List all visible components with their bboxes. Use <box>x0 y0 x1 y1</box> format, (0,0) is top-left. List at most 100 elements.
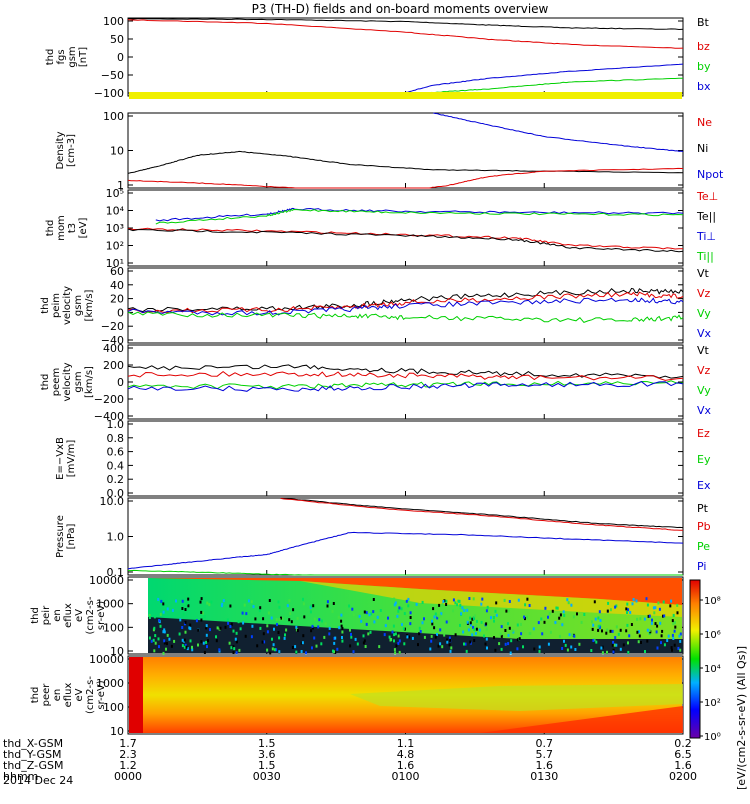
spectrogram-pixel <box>247 599 250 603</box>
spectrogram-mid-flux <box>300 581 682 617</box>
spectrogram-pixel <box>432 607 435 611</box>
spectrogram-pixel <box>441 603 444 607</box>
spectrogram-pixel <box>295 625 298 629</box>
spectrogram-pixel <box>350 635 353 639</box>
spectrogram-pixel <box>599 619 602 622</box>
spectrogram-pixel <box>244 634 247 638</box>
spectrogram-pixel <box>358 614 361 618</box>
ephemeris-value: 1.5 <box>258 759 276 772</box>
spectrogram-pixel <box>576 612 578 616</box>
spectrogram-pixel <box>393 648 396 652</box>
y-tick-label: 10 <box>110 645 124 658</box>
spectrogram-pixel <box>678 634 681 638</box>
spectrogram-pixel <box>363 639 366 643</box>
spectrogram-pixel <box>597 624 600 628</box>
spectrogram-pixel <box>305 651 307 655</box>
spectrogram-pixel <box>674 625 677 629</box>
spectrogram-pixel <box>340 613 343 617</box>
spectrogram-pixel <box>626 611 628 614</box>
spectrogram-pixel <box>409 616 412 619</box>
ephemeris-value: 4.8 <box>397 748 415 761</box>
spectrogram-pixel <box>408 635 411 639</box>
spectrogram-pixel <box>431 622 434 626</box>
spectrogram-pixel <box>397 634 400 638</box>
spectrogram-pixel <box>272 643 275 647</box>
spectrogram-pixel <box>457 599 460 603</box>
legend-entry: Pt <box>697 502 709 515</box>
y-tick-label: 20 <box>110 293 124 306</box>
spectrogram-pixel <box>227 621 230 625</box>
spectrogram-pixel <box>469 616 472 620</box>
spectrogram-pixel <box>659 621 662 625</box>
spectrogram-pixel <box>490 616 492 620</box>
spectrogram-pixel <box>570 645 573 649</box>
series-Npot <box>433 112 684 152</box>
spectrogram-pixel <box>606 609 609 613</box>
spectrogram-pixel <box>547 615 549 619</box>
y-tick-label: 100 <box>103 621 124 634</box>
spectrogram-green-band <box>350 684 683 711</box>
spectrogram-pixel <box>183 645 186 649</box>
spectrogram-pixel <box>669 604 672 608</box>
spectrogram-pixel <box>495 613 498 617</box>
spectrogram-pixel <box>433 626 436 630</box>
y-axis-label: E=−VxB <box>55 437 66 480</box>
spectrogram-pixel <box>354 637 357 641</box>
spectrogram-pixel <box>486 646 488 650</box>
spectrogram-pixel <box>205 633 208 637</box>
spectrogram-pixel <box>341 630 344 634</box>
spectrogram-pixel <box>562 610 565 614</box>
spectrogram-pixel <box>162 610 165 614</box>
spectrogram-pixel <box>360 623 363 627</box>
spectrogram-pixel <box>311 646 313 650</box>
spectrogram-pixel <box>266 624 269 628</box>
spectrogram-pixel <box>184 608 187 611</box>
spectrogram-pixel <box>336 647 339 651</box>
spectrogram-pixel <box>332 649 334 653</box>
spectrogram-pixel <box>638 634 641 638</box>
series-Te|| <box>127 228 684 253</box>
spectrogram-pixel <box>671 633 674 637</box>
spectrogram-pixel <box>186 647 189 651</box>
spectrogram-pixel <box>471 633 474 637</box>
legend-entry: Vy <box>697 307 711 320</box>
spectrogram-pixel <box>492 616 495 619</box>
y-axis-label: thd <box>40 374 51 391</box>
spectrogram-pixel <box>493 636 495 640</box>
spectrogram-pixel <box>363 610 366 614</box>
spectrogram-pixel <box>567 601 570 605</box>
spectrogram-pixel <box>181 607 184 610</box>
spectrogram-pixel <box>296 629 299 632</box>
ephemeris-value: 0030 <box>253 770 281 783</box>
spectrogram-pixel <box>334 651 337 655</box>
spectrogram-pixel <box>367 632 370 636</box>
panel-frame <box>127 344 684 420</box>
spectrogram-pixel <box>291 646 294 649</box>
ephemeris-label: thd_X-GSM <box>3 737 63 750</box>
spectrogram-pixel <box>396 614 399 618</box>
spectrogram-pixel <box>158 645 160 649</box>
y-axis-label: gsm <box>73 371 84 392</box>
ephemeris-value: 5.7 <box>536 748 554 761</box>
legend-entry: Pi <box>697 560 706 573</box>
legend-entry: Te⊥ <box>696 190 718 203</box>
spectrogram-pixel <box>640 641 642 644</box>
spectrogram-pixel <box>592 623 595 627</box>
spectrogram-pixel <box>483 634 485 638</box>
spectrogram-pixel <box>473 639 476 642</box>
spectrogram-pixel <box>467 628 470 632</box>
spectrogram-pixel <box>434 612 437 616</box>
spectrogram-pixel <box>595 640 598 644</box>
spectrogram-pixel <box>617 632 620 636</box>
spectrogram-pixel <box>288 618 291 622</box>
spectrogram-pixel <box>388 635 391 639</box>
y-axis-label: gsm <box>73 295 84 316</box>
y-axis-label: (cm2-s- <box>85 596 96 634</box>
spectrogram-pixel <box>302 597 304 601</box>
series-Vt <box>127 364 684 379</box>
ephemeris-value: 0.7 <box>536 737 554 750</box>
spectrogram-pixel <box>171 608 174 612</box>
y-tick-label: 10000 <box>89 574 124 587</box>
spectrogram-pixel <box>409 622 412 626</box>
spectrogram-pixel <box>233 647 236 651</box>
